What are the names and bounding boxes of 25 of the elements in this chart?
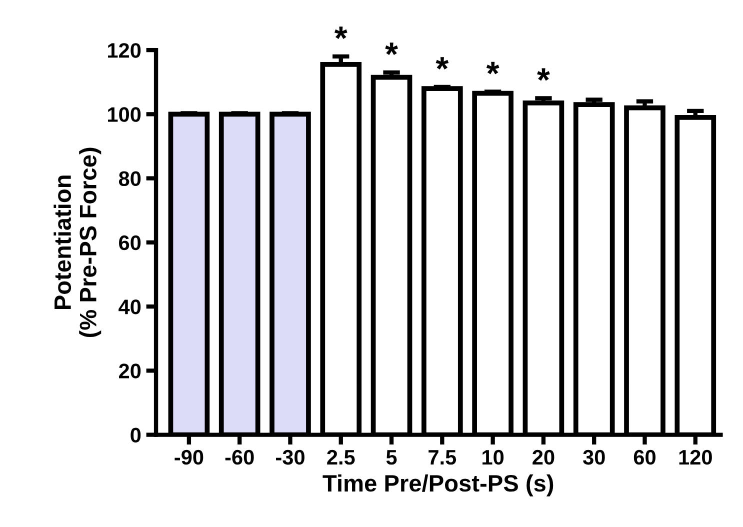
y-tick-label: 40 <box>118 300 141 314</box>
annotation: * <box>334 26 348 40</box>
annotation: * <box>486 62 500 74</box>
y-tick-label: 60 <box>119 235 141 250</box>
annotation: * <box>436 57 449 70</box>
y-axis-title: Potentiation (% Pre-PS Force) <box>54 148 102 338</box>
x-tick-label: 2.5 <box>327 450 355 465</box>
y-tick-label: 0 <box>130 428 141 443</box>
y-tick-label: 100 <box>108 107 141 122</box>
y-tick-label: 120 <box>108 43 141 58</box>
x-tick-label: -90 <box>174 450 204 465</box>
x-tick-label: 10 <box>482 450 504 465</box>
annotation: * <box>537 68 550 81</box>
x-tick-label: 7.5 <box>428 450 456 465</box>
x-tick-label: 5 <box>386 450 397 465</box>
x-tick-label: 60 <box>634 450 656 465</box>
x-tick-label: -30 <box>276 450 304 465</box>
x-axis-title: Time Pre/Post-PS (s) <box>322 474 554 496</box>
y-tick-label: 20 <box>119 364 141 378</box>
annotation: * <box>385 42 398 56</box>
x-tick-label: 120 <box>679 450 712 465</box>
x-tick-label: 30 <box>582 450 605 465</box>
x-tick-label: -60 <box>225 450 254 465</box>
x-tick-label: 20 <box>532 450 554 465</box>
y-tick-label: 80 <box>118 171 141 186</box>
